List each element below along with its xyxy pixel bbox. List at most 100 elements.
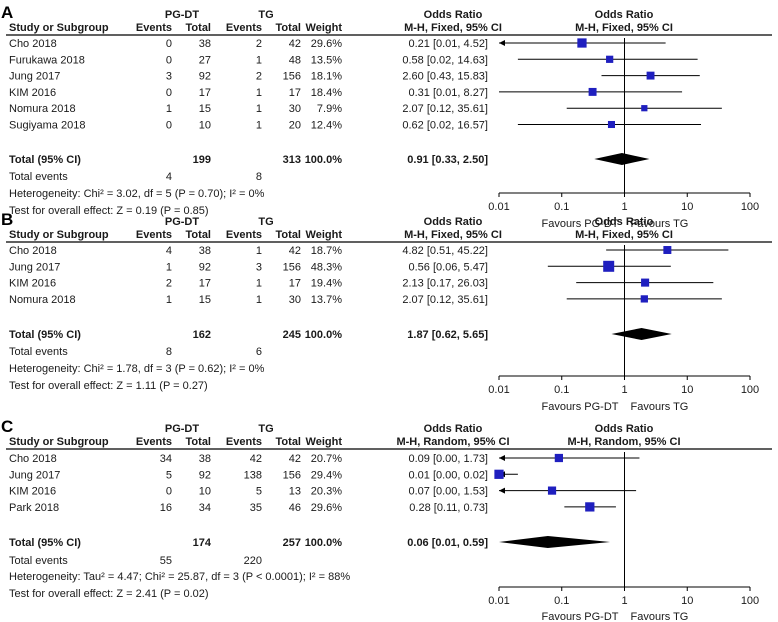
total-events1: 8 (166, 346, 172, 358)
total-label: Total (95% CI) (9, 537, 81, 549)
odds-ratio-header: Odds Ratio (424, 216, 483, 228)
study-ci: 0.21 [0.01, 4.52] (408, 38, 488, 50)
study-events2: 1 (256, 245, 262, 257)
study-point (663, 246, 672, 254)
study-weight: 12.4% (311, 120, 342, 132)
method-header: M-H, Fixed, 95% CI (404, 22, 502, 34)
study-events1: 0 (166, 87, 172, 99)
study-total1: 10 (199, 486, 211, 498)
study-weight: 29.6% (311, 502, 342, 514)
overall-effect-text: Test for overall effect: Z = 1.11 (P = 0… (9, 380, 208, 392)
study-total2: 48 (289, 54, 301, 66)
total-events-label: Total events (9, 555, 68, 567)
x-tick-label: 0.01 (488, 595, 509, 607)
study-point (640, 295, 648, 303)
study-header: Study or Subgroup (9, 229, 109, 241)
total1-header: Total (186, 436, 211, 448)
group2-header: TG (258, 216, 273, 228)
study-events2: 1 (256, 294, 262, 306)
study-events1: 0 (166, 120, 172, 132)
panel-label: B (1, 210, 13, 229)
study-header: Study or Subgroup (9, 436, 109, 448)
study-events1: 16 (160, 502, 172, 514)
method-plot-header: M-H, Fixed, 95% CI (575, 229, 673, 241)
study-total2: 17 (289, 278, 301, 290)
study-point (641, 105, 648, 112)
total-n1: 199 (193, 154, 211, 166)
method-plot-header: M-H, Random, 95% CI (567, 436, 680, 448)
x-tick-label: 100 (741, 201, 759, 213)
study-total1: 15 (199, 103, 211, 115)
events1-header: Events (136, 22, 172, 34)
favours-right: Favours TG (631, 401, 689, 413)
pooled-diamond (594, 153, 650, 165)
study-header: Study or Subgroup (9, 22, 109, 34)
overall-effect-text: Test for overall effect: Z = 0.19 (P = 0… (9, 205, 209, 217)
weight-header: Weight (306, 229, 343, 241)
total-events1: 55 (160, 555, 172, 567)
events2-header: Events (226, 229, 262, 241)
study-point (588, 87, 597, 96)
study-events1: 0 (166, 38, 172, 50)
x-tick-label: 1 (621, 384, 627, 396)
study-name: KIM 2016 (9, 278, 56, 290)
study-name: KIM 2016 (9, 87, 56, 99)
study-total1: 38 (199, 245, 211, 257)
study-point (606, 55, 614, 63)
study-events2: 5 (256, 486, 262, 498)
total2-header: Total (276, 22, 301, 34)
study-events2: 2 (256, 71, 262, 83)
favours-right: Favours TG (631, 218, 689, 230)
study-events1: 5 (166, 469, 172, 481)
total-events2: 8 (256, 171, 262, 183)
total-n2: 257 (283, 537, 301, 549)
study-ci: 2.07 [0.12, 35.61] (402, 294, 488, 306)
x-tick-label: 0.01 (488, 201, 509, 213)
study-total2: 42 (289, 453, 301, 465)
method-header: M-H, Fixed, 95% CI (404, 229, 502, 241)
study-events1: 1 (166, 294, 172, 306)
panel-label: C (1, 417, 13, 436)
x-tick-label: 10 (681, 384, 693, 396)
study-ci: 2.13 [0.17, 26.03] (402, 278, 488, 290)
study-ci: 4.82 [0.51, 45.22] (402, 245, 488, 257)
study-ci: 0.09 [0.00, 1.73] (408, 453, 488, 465)
study-total2: 46 (289, 502, 301, 514)
study-name: Furukawa 2018 (9, 54, 85, 66)
events2-header: Events (226, 436, 262, 448)
study-ci: 0.07 [0.00, 1.53] (408, 486, 488, 498)
study-total2: 13 (289, 486, 301, 498)
events2-header: Events (226, 22, 262, 34)
odds-ratio-plot-header: Odds Ratio (595, 423, 654, 435)
study-total1: 17 (199, 278, 211, 290)
study-weight: 18.4% (311, 87, 342, 99)
total-weight: 100.0% (305, 154, 343, 166)
study-point (641, 278, 650, 287)
study-events1: 3 (166, 71, 172, 83)
ci-arrow-left (499, 455, 505, 461)
study-events2: 1 (256, 103, 262, 115)
pooled-diamond (499, 536, 611, 548)
total-n1: 174 (193, 537, 212, 549)
pooled-diamond (611, 328, 672, 340)
study-name: Nomura 2018 (9, 103, 76, 115)
x-tick-label: 10 (681, 595, 693, 607)
study-total1: 92 (199, 261, 211, 273)
study-total2: 156 (283, 469, 301, 481)
study-weight: 29.4% (311, 469, 342, 481)
group1-header: PG-DT (165, 423, 200, 435)
study-total2: 156 (283, 261, 301, 273)
x-tick-label: 0.1 (554, 595, 569, 607)
study-weight: 20.3% (311, 486, 342, 498)
x-tick-label: 100 (741, 384, 759, 396)
total-events-label: Total events (9, 346, 68, 358)
study-name: Jung 2017 (9, 469, 60, 481)
study-name: Cho 2018 (9, 245, 57, 257)
total-events2: 220 (244, 555, 262, 567)
study-total2: 17 (289, 87, 301, 99)
study-point (607, 120, 615, 129)
events1-header: Events (136, 436, 172, 448)
study-total1: 92 (199, 71, 211, 83)
total2-header: Total (276, 436, 301, 448)
study-total2: 42 (289, 38, 301, 50)
